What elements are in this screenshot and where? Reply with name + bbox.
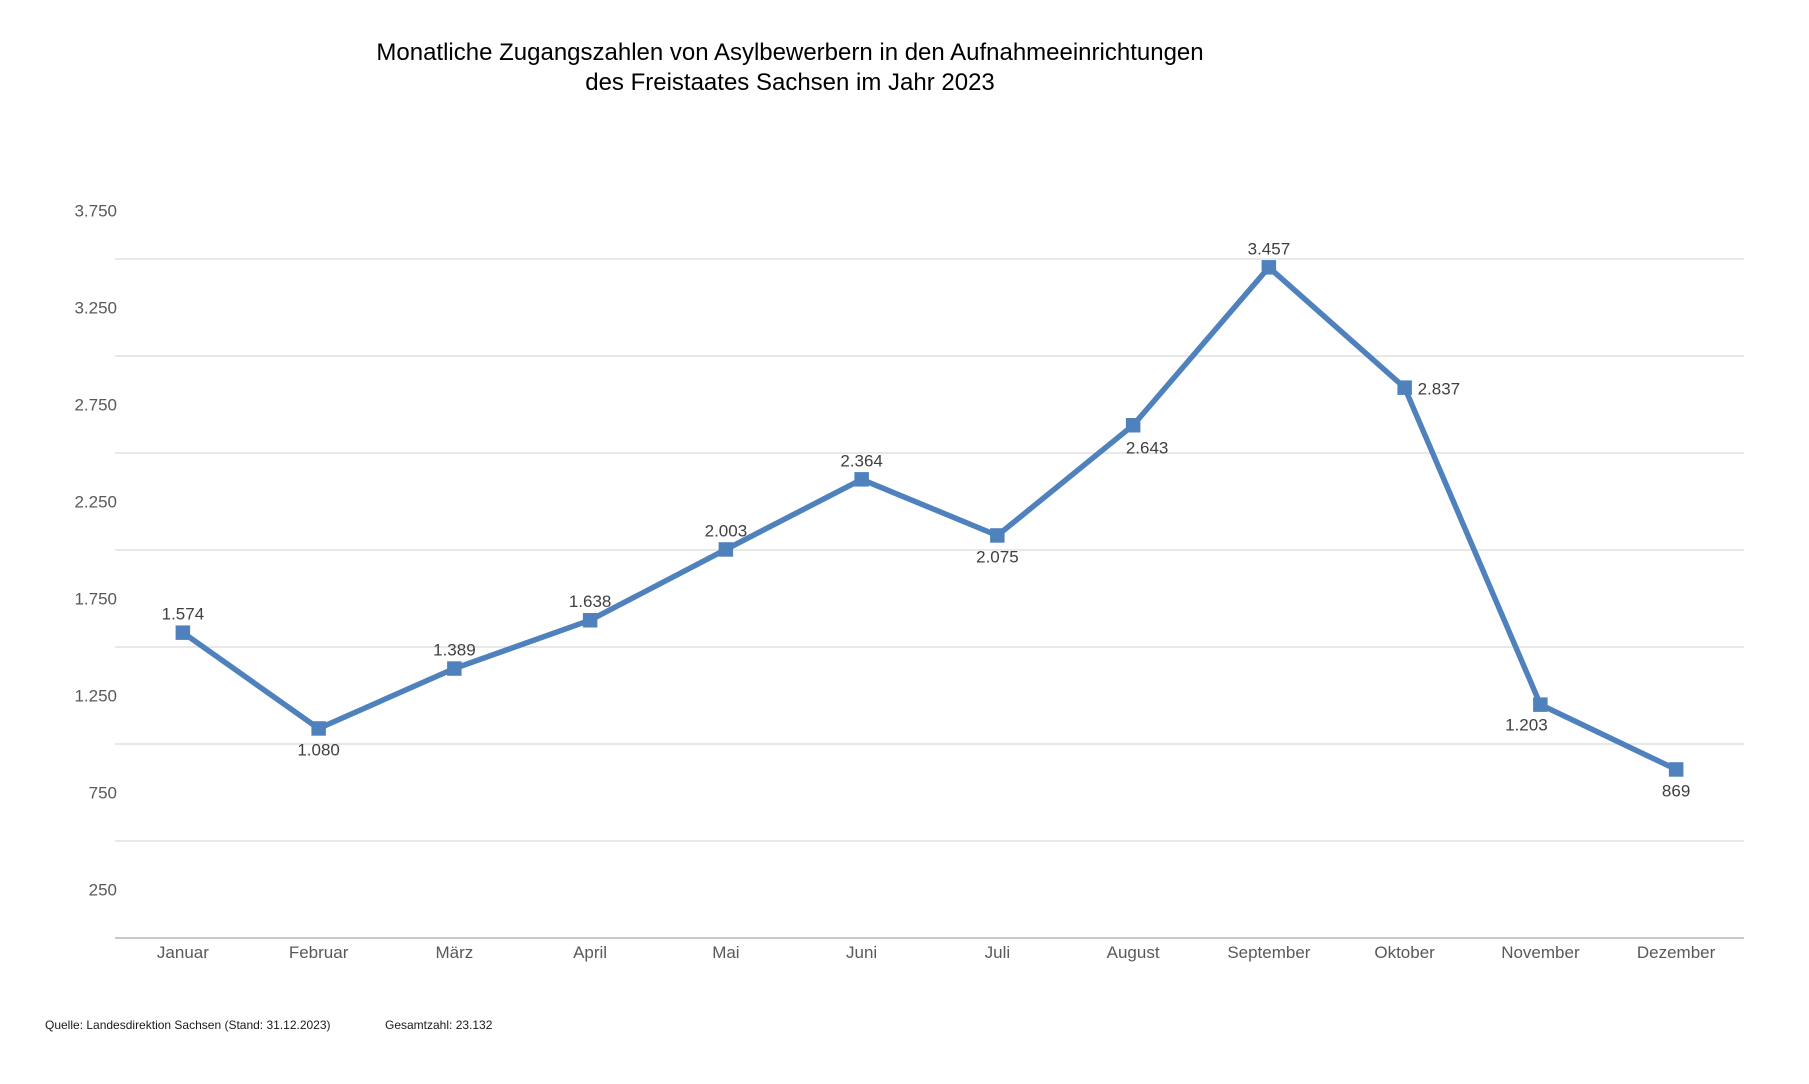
data-point-label: 1.203 bbox=[1505, 716, 1548, 735]
y-axis-tick-label: 3.750 bbox=[74, 202, 117, 221]
chart-title-line1: Monatliche Zugangszahlen von Asylbewerbe… bbox=[376, 39, 1204, 66]
y-axis-tick-label: 750 bbox=[89, 784, 117, 803]
data-point-marker bbox=[447, 661, 462, 676]
total-count-note: Gesamtzahl: 23.132 bbox=[385, 1018, 493, 1032]
data-point-label: 1.389 bbox=[433, 641, 476, 660]
data-point-marker bbox=[718, 542, 734, 557]
data-point-label: 2.643 bbox=[1126, 438, 1169, 457]
data-point-label: 3.457 bbox=[1248, 239, 1291, 258]
data-point-marker bbox=[1125, 418, 1141, 433]
source-note: Quelle: Landesdirektion Sachsen (Stand: … bbox=[45, 1018, 331, 1032]
x-axis-category-label: Februar bbox=[289, 943, 349, 962]
y-axis-tick-label: 2.750 bbox=[74, 396, 117, 415]
data-point-marker bbox=[311, 721, 326, 736]
chart-title: Monatliche Zugangszahlen von Asylbewerbe… bbox=[0, 38, 1580, 98]
series-line bbox=[180, 264, 1679, 773]
data-point-label: 2.003 bbox=[705, 521, 748, 540]
data-point-label: 1.574 bbox=[162, 605, 205, 624]
x-axis-category-label: November bbox=[1501, 943, 1580, 962]
y-axis-tick-label: 2.250 bbox=[74, 493, 117, 512]
y-axis-tick-label: 1.250 bbox=[74, 687, 117, 706]
x-axis-category-label: Juli bbox=[985, 943, 1011, 962]
data-point-marker bbox=[582, 613, 598, 628]
y-axis-tick-label: 250 bbox=[89, 881, 117, 900]
data-point-marker bbox=[175, 625, 191, 640]
x-axis-category-label: März bbox=[436, 943, 474, 962]
data-point-label: 1.080 bbox=[297, 741, 340, 760]
data-point-label: 1.638 bbox=[569, 592, 612, 611]
y-axis-tick-label: 3.250 bbox=[74, 299, 117, 318]
chart-title-line2: des Freistaates Sachsen im Jahr 2023 bbox=[585, 69, 995, 96]
x-axis-category-label: Mai bbox=[712, 943, 739, 962]
data-point-label: 2.837 bbox=[1418, 380, 1461, 399]
data-point-marker bbox=[1397, 380, 1412, 395]
data-point-marker bbox=[1668, 762, 1684, 777]
data-point-marker bbox=[1261, 260, 1277, 275]
x-axis-category-label: August bbox=[1107, 943, 1160, 962]
data-point-marker bbox=[1533, 697, 1548, 712]
data-point-label: 869 bbox=[1662, 781, 1690, 800]
x-axis-category-label: September bbox=[1227, 943, 1310, 962]
x-axis-category-label: Oktober bbox=[1374, 943, 1435, 962]
data-point-marker bbox=[854, 472, 869, 487]
x-axis-category-label: Dezember bbox=[1637, 943, 1716, 962]
y-axis-tick-label: 1.750 bbox=[74, 590, 117, 609]
x-axis-category-label: April bbox=[573, 943, 607, 962]
data-point-label: 2.364 bbox=[840, 451, 883, 470]
data-point-marker bbox=[990, 528, 1005, 543]
x-axis-category-label: Januar bbox=[157, 943, 209, 962]
data-point-label: 2.075 bbox=[976, 548, 1019, 567]
x-axis-category-label: Juni bbox=[846, 943, 877, 962]
